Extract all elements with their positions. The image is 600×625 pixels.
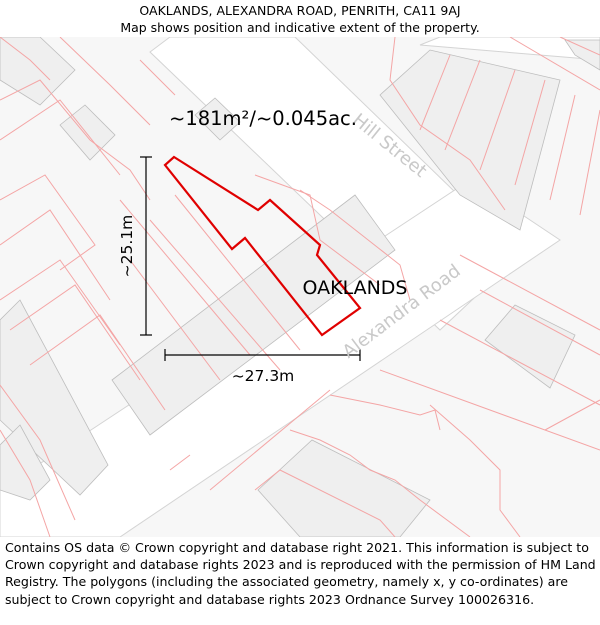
parcel-line <box>544 399 600 431</box>
map-svg: Hill Street Alexandra Road ~181m²/~0.045… <box>0 37 600 537</box>
height-dimension-label: ~25.1m <box>118 215 136 278</box>
parcel-line <box>0 429 51 537</box>
attribution-text: Contains OS data © Crown copyright and d… <box>5 540 596 607</box>
property-boundary[interactable] <box>163 155 362 337</box>
parcel-line <box>0 209 111 301</box>
parcel-line <box>9 284 141 381</box>
map-header: OAKLANDS, ALEXANDRA ROAD, PENRITH, CA11 … <box>0 0 600 37</box>
north-road <box>419 37 600 61</box>
parcel-line <box>0 174 96 271</box>
building <box>0 424 51 501</box>
parcel-line <box>299 189 411 301</box>
map-subtitle: Map shows position and indicative extent… <box>120 20 480 35</box>
parcel-line <box>149 219 281 371</box>
parcel-line <box>549 94 576 201</box>
parcel-line <box>289 429 471 537</box>
parcel-line <box>254 469 396 537</box>
roads-layer <box>0 37 600 537</box>
property-name-label: OAKLANDS <box>302 277 407 299</box>
building <box>564 39 600 71</box>
building-terrace <box>111 194 396 436</box>
parcel-line <box>389 37 506 211</box>
parcel-line <box>479 69 516 171</box>
parcel-line <box>29 314 166 411</box>
parcel-line <box>379 369 600 451</box>
parcel-line <box>579 109 600 216</box>
parcel-line <box>419 54 451 131</box>
parcel-line <box>439 319 600 406</box>
height-dimension <box>140 156 152 336</box>
building-east <box>484 304 576 389</box>
building <box>0 37 76 106</box>
building-south <box>257 439 431 537</box>
parcel-line <box>254 174 381 286</box>
parcel-line <box>174 194 301 351</box>
parcel-line <box>459 254 600 331</box>
parcel-line <box>0 79 151 201</box>
parcel-line <box>559 37 600 56</box>
parcel-line <box>509 37 600 91</box>
parcel-line <box>0 259 121 346</box>
parcel-line <box>0 37 51 81</box>
address-title: OAKLANDS, ALEXANDRA ROAD, PENRITH, CA11 … <box>139 3 461 18</box>
parcel-line <box>479 289 600 356</box>
area-label: ~181m²/~0.045ac. <box>169 107 357 130</box>
parcel-line <box>139 59 176 96</box>
width-dimension-label: ~27.3m <box>232 367 295 385</box>
parcel-line <box>129 259 221 381</box>
parcel-line <box>209 389 331 491</box>
building-west <box>0 299 109 496</box>
parcel-line <box>169 454 191 471</box>
building <box>59 104 116 161</box>
parcel-line <box>329 394 441 431</box>
parcel-line <box>59 37 151 126</box>
parcel-line <box>429 404 521 537</box>
building <box>194 97 241 141</box>
parcel-line <box>444 59 481 151</box>
parcel-line <box>0 99 121 176</box>
parcel-lines-layer <box>0 37 600 537</box>
map-canvas[interactable]: Hill Street Alexandra Road ~181m²/~0.045… <box>0 37 600 537</box>
parcel-line <box>514 79 546 186</box>
parcel-line <box>0 384 76 521</box>
width-dimension <box>164 349 361 361</box>
parcel-line <box>119 199 251 356</box>
